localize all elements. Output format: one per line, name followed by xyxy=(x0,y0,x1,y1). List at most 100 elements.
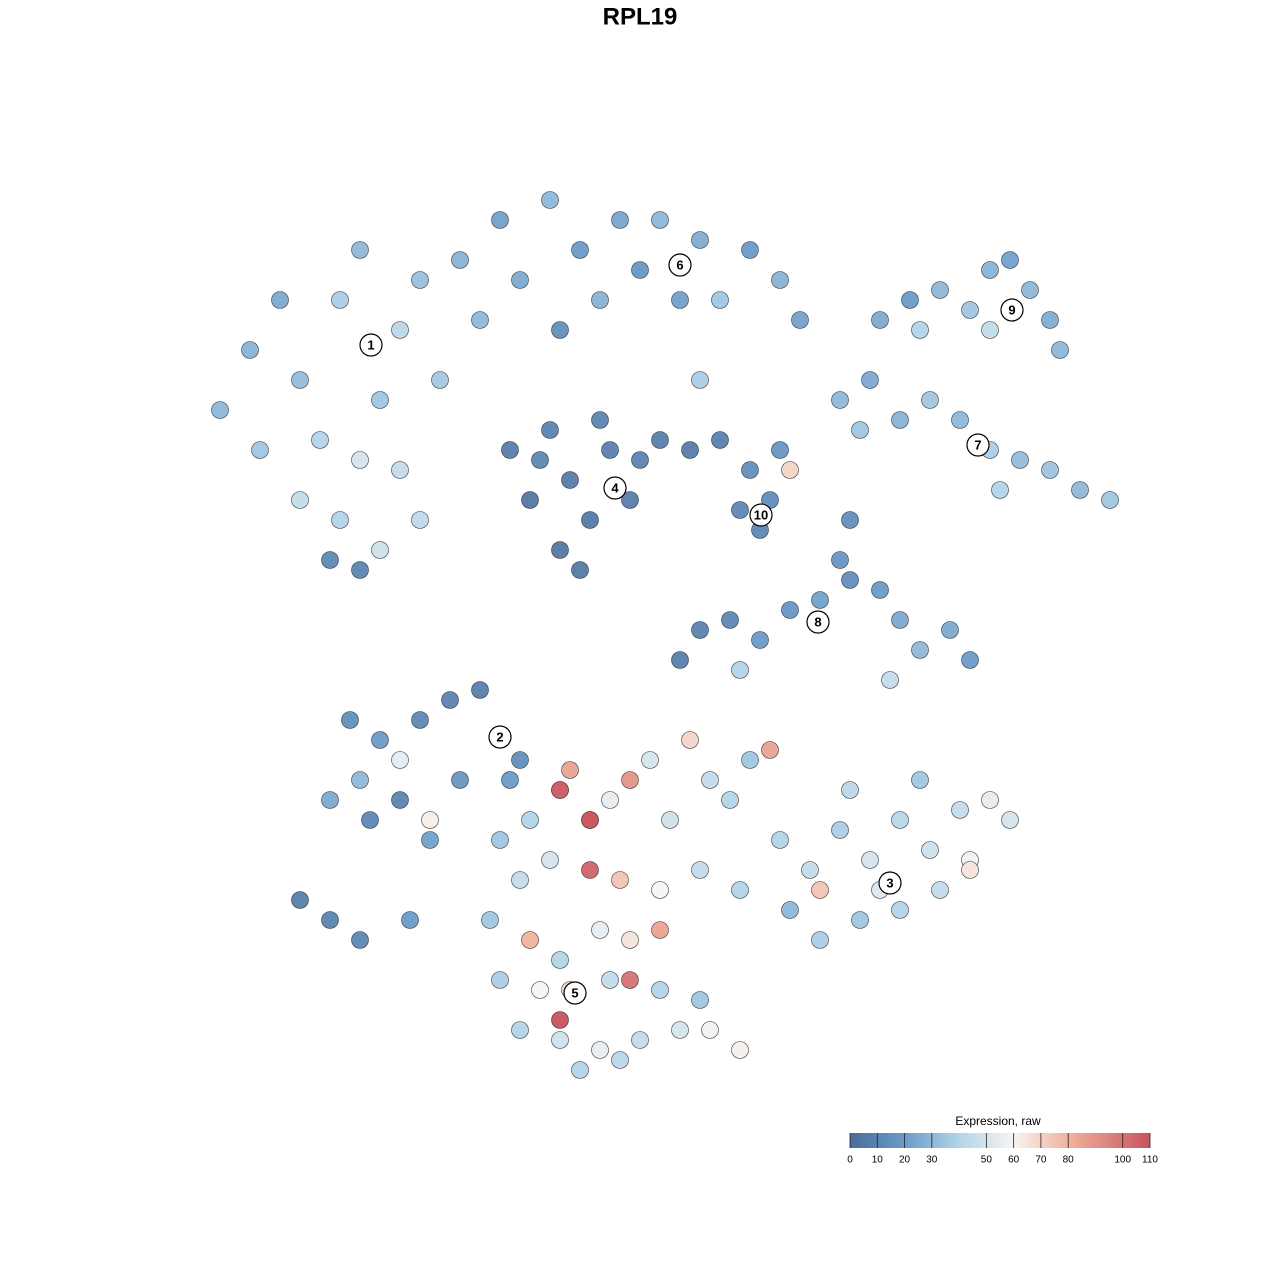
cell-point xyxy=(671,651,689,669)
cell-point xyxy=(831,551,849,569)
cell-point xyxy=(781,601,799,619)
cluster-badge xyxy=(878,871,902,895)
cell-point xyxy=(551,321,569,339)
cell-point xyxy=(271,291,289,309)
cell-point xyxy=(981,321,999,339)
cluster-label: 10 xyxy=(754,507,768,522)
cell-point xyxy=(541,851,559,869)
cell-point xyxy=(731,881,749,899)
cell-point xyxy=(701,1021,719,1039)
cluster-label: 8 xyxy=(814,614,821,629)
cluster-badge xyxy=(806,610,830,634)
cell-point xyxy=(911,771,929,789)
cell-point xyxy=(871,581,889,599)
colorbar-tick-label: 20 xyxy=(899,1155,911,1166)
cell-point xyxy=(511,271,529,289)
cell-point xyxy=(521,931,539,949)
cell-point xyxy=(411,511,429,529)
cell-point xyxy=(651,921,669,939)
cell-point xyxy=(981,261,999,279)
cell-point xyxy=(861,371,879,389)
cell-point xyxy=(691,621,709,639)
cluster-label: 7 xyxy=(974,437,981,452)
cell-point xyxy=(1001,811,1019,829)
cell-point xyxy=(851,911,869,929)
cell-point xyxy=(661,811,679,829)
cluster-badge xyxy=(668,253,692,277)
cell-point xyxy=(491,211,509,229)
cell-point xyxy=(1071,481,1089,499)
cell-point xyxy=(521,811,539,829)
cell-point xyxy=(351,241,369,259)
cell-point xyxy=(291,491,309,509)
cell-point xyxy=(851,421,869,439)
cell-point xyxy=(511,751,529,769)
cell-point xyxy=(641,751,659,769)
cell-point xyxy=(861,851,879,869)
cell-point xyxy=(531,451,549,469)
cell-point xyxy=(561,761,579,779)
cell-point xyxy=(551,541,569,559)
cell-point xyxy=(591,411,609,429)
cluster-badge xyxy=(749,503,773,527)
cell-point xyxy=(681,441,699,459)
cell-point xyxy=(991,481,1009,499)
cell-point xyxy=(891,611,909,629)
cell-point xyxy=(741,751,759,769)
cell-point xyxy=(811,881,829,899)
colorbar xyxy=(850,1133,1150,1148)
cell-point xyxy=(321,791,339,809)
cell-point xyxy=(421,831,439,849)
cell-point xyxy=(571,241,589,259)
colorbar-tick-label: 110 xyxy=(1142,1155,1158,1166)
cell-point xyxy=(961,651,979,669)
chart-title: RPL19 xyxy=(603,3,678,30)
cell-point xyxy=(551,1011,569,1029)
cell-point xyxy=(1041,311,1059,329)
cell-point xyxy=(591,921,609,939)
cluster-label: 1 xyxy=(367,337,374,352)
cell-point xyxy=(1041,461,1059,479)
cell-point xyxy=(651,211,669,229)
cell-point xyxy=(511,871,529,889)
cell-point xyxy=(671,1021,689,1039)
cell-point xyxy=(831,821,849,839)
cell-point xyxy=(341,711,359,729)
cell-point xyxy=(711,291,729,309)
cell-point xyxy=(441,691,459,709)
cell-point xyxy=(721,791,739,809)
cell-point xyxy=(331,511,349,529)
cell-point xyxy=(911,321,929,339)
colorbar-tick-label: 100 xyxy=(1114,1155,1131,1166)
cell-point xyxy=(651,881,669,899)
cell-point xyxy=(531,981,549,999)
colorbar-tick-label: 10 xyxy=(872,1155,884,1166)
cluster-label: 9 xyxy=(1008,302,1015,317)
cell-point xyxy=(471,681,489,699)
cell-point xyxy=(1051,341,1069,359)
cell-point xyxy=(941,621,959,639)
cell-point xyxy=(581,861,599,879)
cell-point xyxy=(571,561,589,579)
cell-point xyxy=(611,1051,629,1069)
cell-point xyxy=(351,561,369,579)
cell-point xyxy=(931,881,949,899)
cell-point xyxy=(481,911,499,929)
cell-point xyxy=(841,781,859,799)
cell-point xyxy=(491,831,509,849)
colorbar-title: Expression, raw xyxy=(955,1114,1041,1128)
cell-point xyxy=(391,321,409,339)
cell-point xyxy=(571,1061,589,1079)
cell-point xyxy=(731,501,749,519)
cell-point xyxy=(451,771,469,789)
cell-point xyxy=(551,781,569,799)
cell-point xyxy=(581,511,599,529)
cell-point xyxy=(631,1031,649,1049)
cell-point xyxy=(811,591,829,609)
cell-point xyxy=(371,731,389,749)
cell-point xyxy=(891,811,909,829)
cell-point xyxy=(621,971,639,989)
cluster-badge xyxy=(603,476,627,500)
cluster-badge xyxy=(488,725,512,749)
cluster-badge xyxy=(359,333,383,357)
